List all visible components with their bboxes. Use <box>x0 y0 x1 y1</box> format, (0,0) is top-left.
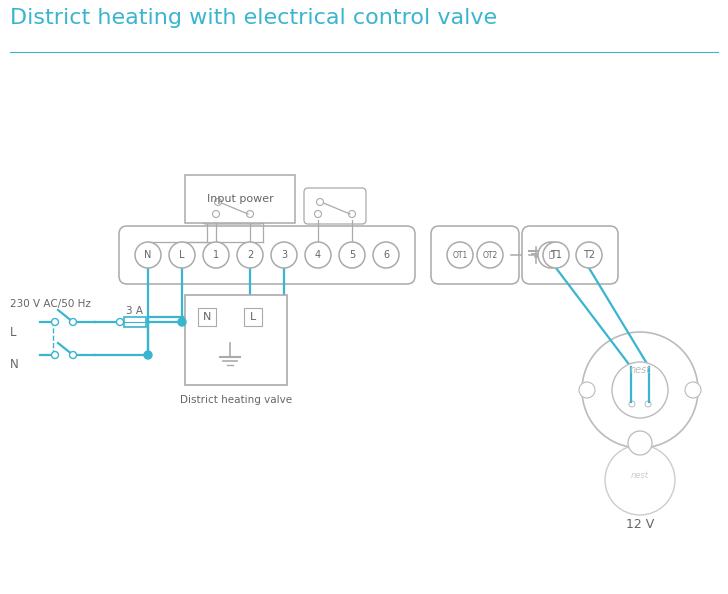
FancyBboxPatch shape <box>522 226 618 284</box>
Circle shape <box>305 242 331 268</box>
Text: 1: 1 <box>213 250 219 260</box>
Circle shape <box>685 382 701 398</box>
Circle shape <box>538 242 564 268</box>
Circle shape <box>477 242 503 268</box>
Circle shape <box>373 242 399 268</box>
Circle shape <box>582 332 698 448</box>
Circle shape <box>645 401 651 407</box>
Circle shape <box>576 242 602 268</box>
Text: L: L <box>179 250 185 260</box>
Circle shape <box>52 352 58 359</box>
Text: 12 V: 12 V <box>626 519 654 532</box>
Text: L: L <box>10 326 17 339</box>
Text: 6: 6 <box>383 250 389 260</box>
Text: 230 V AC/50 Hz: 230 V AC/50 Hz <box>10 299 91 309</box>
Circle shape <box>543 242 569 268</box>
FancyBboxPatch shape <box>431 226 519 284</box>
Circle shape <box>628 431 652 455</box>
Circle shape <box>314 210 322 217</box>
FancyBboxPatch shape <box>119 226 415 284</box>
Text: N: N <box>203 312 211 322</box>
Text: OT1: OT1 <box>452 251 467 260</box>
Text: T2: T2 <box>583 250 595 260</box>
Text: 5: 5 <box>349 250 355 260</box>
FancyBboxPatch shape <box>198 308 216 326</box>
Text: District heating with electrical control valve: District heating with electrical control… <box>10 8 497 28</box>
Circle shape <box>349 210 355 217</box>
Circle shape <box>69 318 76 326</box>
Circle shape <box>116 318 124 326</box>
Circle shape <box>178 318 186 326</box>
Text: Input power: Input power <box>207 194 274 204</box>
Text: 2: 2 <box>247 250 253 260</box>
Circle shape <box>271 242 297 268</box>
Text: OT2: OT2 <box>483 251 498 260</box>
Text: nest: nest <box>631 470 649 479</box>
Circle shape <box>52 318 58 326</box>
Circle shape <box>144 351 152 359</box>
FancyBboxPatch shape <box>202 188 264 224</box>
Circle shape <box>579 382 595 398</box>
Circle shape <box>215 198 221 206</box>
Circle shape <box>203 242 229 268</box>
Circle shape <box>317 198 323 206</box>
Text: District heating valve: District heating valve <box>180 395 292 405</box>
Text: L: L <box>250 312 256 322</box>
Circle shape <box>237 242 263 268</box>
Circle shape <box>135 242 161 268</box>
Text: 4: 4 <box>315 250 321 260</box>
Circle shape <box>629 401 635 407</box>
Circle shape <box>447 242 473 268</box>
Text: N: N <box>144 250 151 260</box>
Text: ⏚: ⏚ <box>548 251 553 260</box>
Text: N: N <box>10 359 19 371</box>
FancyBboxPatch shape <box>185 175 295 223</box>
FancyBboxPatch shape <box>124 317 146 327</box>
Circle shape <box>612 362 668 418</box>
Circle shape <box>213 210 220 217</box>
FancyBboxPatch shape <box>185 295 287 385</box>
Circle shape <box>605 445 675 515</box>
Circle shape <box>69 352 76 359</box>
Text: 3 A: 3 A <box>127 306 143 316</box>
Text: nest: nest <box>630 365 651 375</box>
FancyBboxPatch shape <box>304 188 366 224</box>
Circle shape <box>247 210 253 217</box>
Circle shape <box>339 242 365 268</box>
FancyBboxPatch shape <box>244 308 262 326</box>
Text: T1: T1 <box>550 250 562 260</box>
Text: 3: 3 <box>281 250 287 260</box>
Circle shape <box>169 242 195 268</box>
